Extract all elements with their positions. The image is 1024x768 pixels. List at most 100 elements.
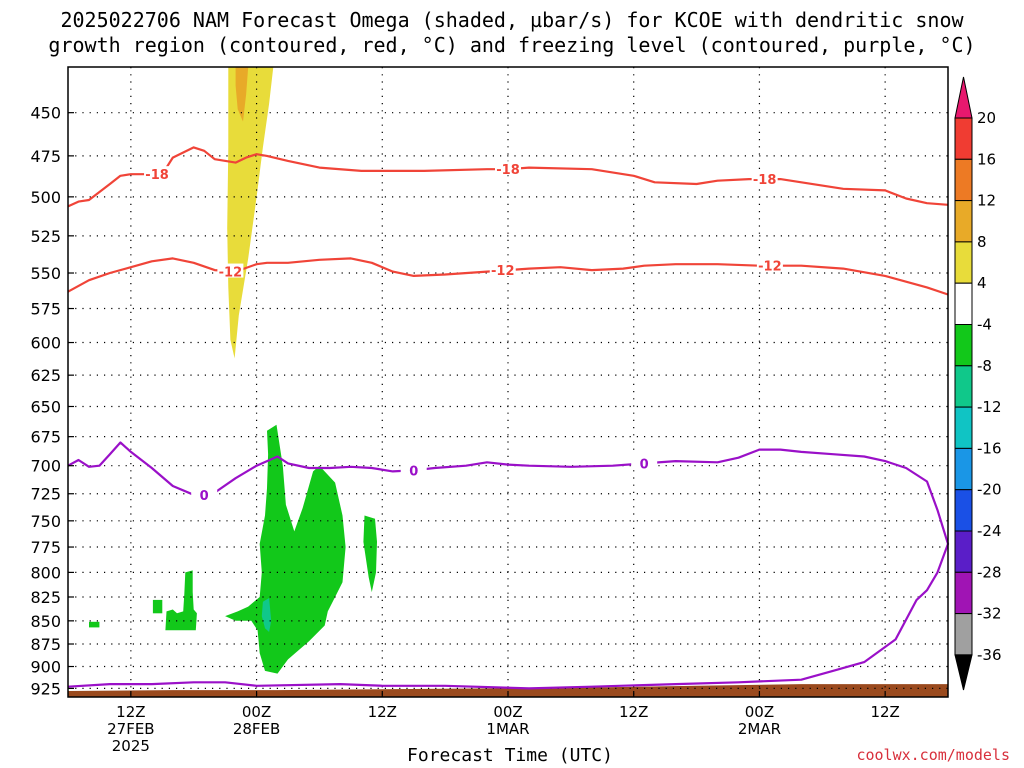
y-tick-label: 575 [30, 300, 61, 319]
colorbar-swatch [954, 613, 973, 656]
contour-label: -18 [496, 163, 520, 178]
x-tick-label: 28FEB [233, 720, 280, 738]
omega-region-7 [89, 621, 100, 628]
colorbar-label: 8 [977, 233, 987, 251]
colorbar-swatch [954, 406, 973, 449]
omega-region-6 [152, 599, 163, 614]
x-tick-label: 00Z [745, 703, 774, 721]
x-tick-label: 2025 [112, 737, 150, 755]
colorbar-label: 20 [977, 109, 996, 127]
contour-label-bg [144, 166, 171, 181]
colorbar-swatch [954, 241, 973, 284]
y-tick-label: 500 [30, 188, 61, 207]
colorbar-label: 12 [977, 192, 996, 210]
y-tick-label: 875 [30, 635, 61, 654]
omega-region-8 [261, 598, 272, 632]
colorbar-bottom-arrow [954, 654, 973, 691]
contour-label-bg [756, 257, 783, 272]
contour-label: -18 [753, 173, 777, 188]
omega-region-5 [165, 570, 197, 631]
contour-label-bg [495, 161, 521, 176]
x-tick-label: 12Z [870, 703, 899, 721]
y-tick-label: 550 [30, 264, 61, 283]
y-tick-label: 750 [30, 512, 61, 531]
colorbar-label: -36 [977, 646, 1002, 664]
y-tick-label: 800 [30, 563, 61, 582]
colorbar-swatch [954, 158, 973, 202]
contour-label: -12 [491, 264, 515, 279]
colorbar-label: -12 [977, 398, 1002, 416]
colorbar-label: -16 [977, 439, 1002, 457]
contour-label-bg [751, 171, 778, 186]
contour-label-bg [191, 486, 218, 501]
y-tick-label: 725 [30, 485, 61, 504]
x-tick-label: 00Z [242, 703, 271, 721]
omega-region-4 [363, 515, 377, 593]
temperature-contours: -18 -18 -18 -12 -12 -12 0 0 0 [67, 146, 950, 690]
colorbar-label: -28 [977, 563, 1002, 581]
x-tick-label: 00Z [493, 703, 522, 721]
x-tick-label: 12Z [368, 703, 397, 721]
x-axis-title: Forecast Time (UTC) [407, 745, 613, 766]
colorbar-swatch [954, 200, 973, 243]
contour-label-bg [631, 455, 658, 470]
x-tick-label: 12Z [619, 703, 648, 721]
contour-label: -12 [219, 266, 243, 281]
omega-region-3 [225, 424, 346, 674]
colorbar-swatch [954, 324, 973, 367]
x-tick-label: 12Z [116, 703, 145, 721]
colorbar-top-arrow [954, 76, 973, 119]
colorbar-swatch [954, 447, 973, 491]
colorbar-swatch [954, 571, 973, 615]
omega-region-2 [235, 67, 249, 122]
y-tick-label: 625 [30, 366, 61, 385]
terrain-strip [68, 684, 948, 697]
y-tick-label: 650 [30, 397, 61, 416]
contour-label-bg [489, 262, 516, 277]
omega-region-1 [227, 67, 274, 359]
contour-label: 0 [640, 457, 649, 472]
colorbar-swatch [954, 489, 973, 532]
contour-label: -18 [145, 168, 169, 183]
y-tick-label: 925 [30, 679, 61, 698]
colorbar-label: 16 [977, 150, 996, 168]
colorbar-swatch [954, 282, 973, 326]
contour-label-bg [217, 263, 244, 278]
omega-shading [68, 67, 948, 697]
contour-minus12-line [67, 257, 949, 296]
site-credit[interactable]: coolwx.com/models [856, 746, 1010, 764]
y-axis: 450 475 500 525 550 575 600 625 650 675 700 725 750 7… [30, 104, 74, 698]
colorbar-swatch [954, 117, 973, 160]
colorbar-label: -24 [977, 522, 1002, 540]
y-tick-label: 825 [30, 588, 61, 607]
x-tick-label: 1MAR [486, 720, 529, 738]
colorbar-swatch [954, 365, 973, 408]
y-tick-label: 475 [30, 147, 61, 166]
colorbar-label: -8 [977, 357, 992, 375]
contour-label: 0 [409, 464, 418, 479]
colorbar-label: -4 [977, 316, 992, 334]
y-tick-label: 900 [30, 658, 61, 677]
y-tick-label: 850 [30, 612, 61, 631]
chart-title-line-2: growth region (contoured, red, °C) and f… [48, 33, 976, 57]
y-tick-label: 700 [30, 457, 61, 476]
contour-0-line [67, 441, 950, 690]
contour-label: 0 [200, 489, 209, 504]
y-tick-label: 450 [30, 104, 61, 123]
colorbar-label: -20 [977, 481, 1002, 499]
colorbar-label: 4 [977, 274, 987, 292]
colorbar: 20 16 12 8 4 -4 -8 -12 -16 -20 -24 -28 -32 -36 [954, 76, 1002, 691]
contour-label: -12 [758, 260, 782, 275]
colorbar-swatch [954, 530, 973, 573]
y-tick-label: 525 [30, 227, 61, 246]
x-tick-label: 27FEB [107, 720, 154, 738]
chart-title-line-1: 2025022706 NAM Forecast Omega (shaded, µ… [60, 8, 964, 32]
contour-label-bg [400, 462, 427, 477]
x-tick-label: 2MAR [738, 720, 781, 738]
y-tick-label: 600 [30, 334, 61, 353]
y-tick-label: 675 [30, 428, 61, 447]
colorbar-label: -32 [977, 605, 1002, 623]
y-tick-label: 775 [30, 538, 61, 557]
